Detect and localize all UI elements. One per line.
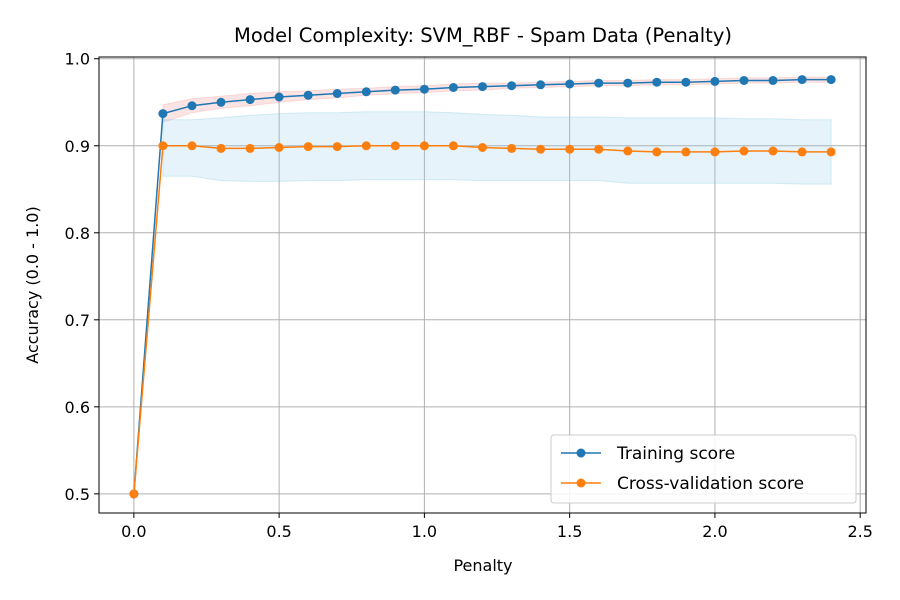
training-score-point (158, 109, 168, 119)
cross-validation-score-point (768, 146, 778, 156)
legend-box (550, 434, 857, 504)
cross-validation-score-point (826, 147, 836, 157)
plot-area-frame (98, 56, 867, 514)
x-tick-label: 1.5 (557, 522, 582, 541)
y-tick-label: 0.5 (65, 485, 90, 504)
x-tick-label: 0.0 (121, 522, 146, 541)
cross-validation-score-point (419, 141, 429, 151)
cross-validation-score-point (332, 142, 342, 152)
axis-ticks: 0.0 0.5 1.0 1.5 2.0 2.5 0.5 0.6 0.7 0.8 0.9 1.0 (65, 50, 873, 541)
cross-validation-score-point (158, 141, 168, 151)
y-tick-label: 0.9 (65, 137, 90, 156)
cross-validation-score-point (478, 143, 487, 152)
training-score-point (623, 78, 633, 88)
chart-title: Model Complexity: SVM_RBF - Spam Data (P… (234, 24, 732, 47)
training-score-point (652, 77, 662, 87)
cross-validation-score-point (245, 143, 255, 153)
training-score-point (274, 92, 284, 102)
cross-validation-score-point (710, 147, 720, 157)
training-score-point (565, 79, 575, 89)
training-score-point (594, 78, 604, 88)
training-score-point (448, 83, 458, 92)
cross-validation-score-point (565, 144, 575, 154)
training-score-point (216, 97, 226, 107)
legend-cross-validation-marker (576, 478, 586, 488)
cross-validation-score-point (361, 141, 371, 151)
cross-validation-score-point (739, 146, 749, 156)
training-score-point (419, 84, 429, 94)
cross-validation-score-point (507, 143, 517, 153)
cross-validation-score-point (129, 489, 139, 499)
legend-cross-validation-label: Cross-validation score (617, 474, 804, 494)
training-score-point (361, 87, 371, 97)
training-score-point (303, 90, 313, 100)
x-tick-label: 1.0 (412, 522, 437, 541)
training-score-point (245, 95, 255, 105)
legend: Training score Cross-validation score (550, 434, 857, 504)
training-score-point (390, 85, 400, 95)
x-tick-label: 2.5 (847, 522, 872, 541)
training-score-point (710, 76, 720, 86)
cross-validation-score-point (274, 143, 284, 152)
y-tick-label: 0.7 (65, 311, 90, 330)
y-tick-label: 1.0 (65, 50, 90, 69)
cross-validation-score-point (623, 146, 633, 156)
cross-validation-score-point (681, 147, 691, 157)
legend-training-marker (576, 448, 586, 458)
cross-validation-score-point (594, 144, 604, 154)
training-score-point (187, 101, 197, 111)
x-tick-label: 0.5 (266, 522, 291, 541)
cross-validation-score-point (536, 144, 546, 154)
training-score-point (507, 81, 517, 91)
cross-validation-score-point (187, 141, 197, 151)
training-score-point (768, 76, 778, 85)
cross-validation-score-point (448, 141, 458, 151)
training-score-point (332, 89, 342, 98)
training-score-point (739, 76, 749, 85)
training-score-point (826, 75, 836, 85)
y-tick-label: 0.6 (65, 398, 90, 417)
training-score-point (681, 77, 691, 87)
series-points (129, 75, 836, 499)
cross-validation-score-point (797, 147, 807, 157)
y-tick-label: 0.8 (65, 224, 90, 243)
legend-training-label: Training score (616, 444, 735, 464)
cross-validation-score-point (303, 142, 313, 152)
x-axis-title: Penalty (453, 556, 512, 575)
training-score-point (797, 75, 807, 85)
training-score-point (478, 82, 487, 92)
cross-validation-score-point (216, 143, 226, 153)
cross-validation-score-point (390, 141, 400, 151)
y-axis-title: Accuracy (0.0 - 1.0) (23, 206, 42, 363)
training-score-point (536, 80, 546, 90)
cross-validation-score-point (652, 147, 662, 157)
x-tick-label: 2.0 (702, 522, 727, 541)
